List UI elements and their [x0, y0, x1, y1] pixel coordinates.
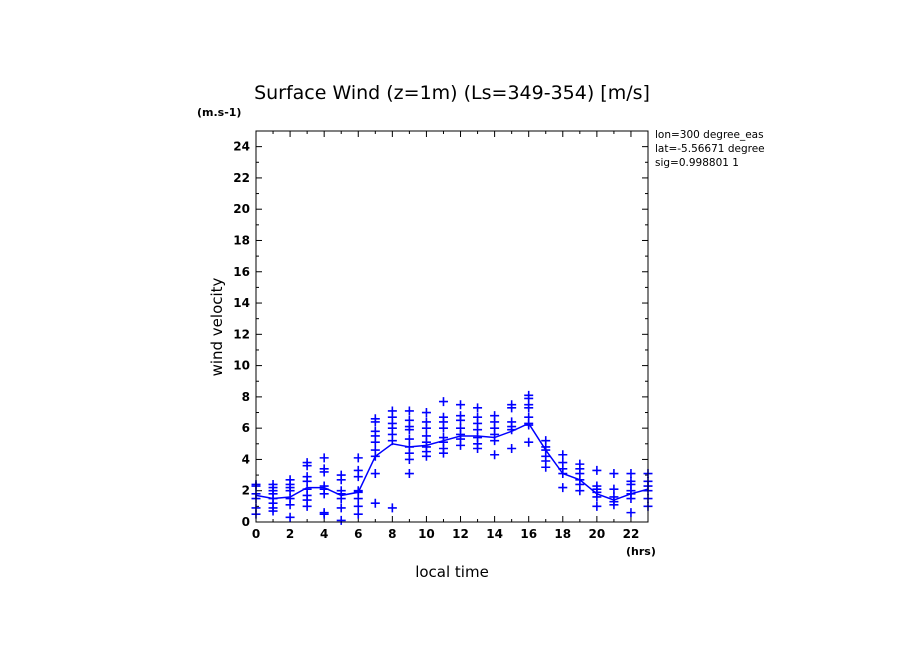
data-point — [456, 415, 466, 425]
y-tick-label: 16 — [233, 265, 250, 279]
y-unit-label: (m.s-1) — [197, 106, 241, 119]
data-point — [370, 437, 380, 447]
info-block: lon=300 degree_eas lat=-5.56671 degree s… — [655, 129, 765, 169]
data-point — [353, 509, 363, 519]
data-point — [473, 425, 483, 435]
info-clip-mask — [780, 125, 904, 175]
data-point — [558, 483, 568, 493]
x-tick-label: 14 — [486, 527, 503, 541]
data-point — [438, 397, 448, 407]
y-tick-label: 22 — [233, 171, 250, 185]
x-tick-label: 16 — [520, 527, 537, 541]
x-tick-label: 4 — [320, 527, 328, 541]
data-point — [592, 465, 602, 475]
data-point — [421, 423, 431, 433]
data-point — [575, 486, 585, 496]
data-point — [285, 486, 295, 496]
x-tick-label: 12 — [452, 527, 469, 541]
data-point — [285, 512, 295, 522]
x-tick-label: 20 — [589, 527, 606, 541]
y-tick-label: 20 — [233, 202, 250, 216]
data-point — [370, 417, 380, 427]
data-point — [302, 476, 312, 486]
data-point — [387, 503, 397, 513]
data-point — [404, 454, 414, 464]
data-point — [370, 469, 380, 479]
data-point — [404, 434, 414, 444]
data-point — [507, 403, 517, 413]
data-point — [438, 423, 448, 433]
data-point — [558, 450, 568, 460]
chart-title: Surface Wind (z=1m) (Ls=349-354) [m/s] — [254, 82, 650, 104]
data-point — [626, 494, 636, 504]
x-tick-label: 2 — [286, 527, 294, 541]
y-axis-title: wind velocity — [208, 277, 226, 376]
info-lon: lon=300 degree_eas — [655, 129, 764, 141]
y-tick-label: 6 — [242, 421, 250, 435]
y-tick-label: 8 — [242, 390, 250, 404]
data-point — [319, 453, 329, 463]
data-point — [268, 506, 278, 516]
info-lat: lat=-5.56671 degree — [655, 143, 765, 155]
data-point — [473, 403, 483, 413]
y-tick-label: 12 — [233, 327, 250, 341]
series-line — [255, 422, 649, 501]
y-tick-label: 10 — [233, 359, 250, 373]
data-point — [524, 403, 534, 413]
x-axis-title: local time — [415, 563, 489, 581]
data-point — [336, 515, 346, 525]
data-point — [404, 469, 414, 479]
plot-frame — [255, 130, 649, 523]
data-point — [353, 501, 363, 511]
data-point — [609, 500, 619, 510]
data-point — [507, 443, 517, 453]
data-point — [592, 501, 602, 511]
data-point — [456, 440, 466, 450]
data-point — [336, 503, 346, 513]
data-point — [490, 450, 500, 460]
data-point — [473, 443, 483, 453]
x-unit-label: (hrs) — [626, 545, 656, 558]
data-point — [404, 406, 414, 416]
data-point — [319, 467, 329, 477]
y-tick-label: 0 — [242, 515, 250, 529]
y-tick-label: 14 — [233, 296, 250, 310]
data-point — [319, 509, 329, 519]
data-point — [353, 494, 363, 504]
data-point — [353, 472, 363, 482]
data-point — [336, 475, 346, 485]
data-point — [438, 448, 448, 458]
data-point — [302, 501, 312, 511]
x-tick-label: 10 — [418, 527, 435, 541]
data-point — [609, 484, 619, 494]
x-tick-label: 22 — [623, 527, 640, 541]
data-point — [456, 400, 466, 410]
x-tick-label: 6 — [354, 527, 362, 541]
x-tick-label: 0 — [252, 527, 260, 541]
info-sig: sig=0.998801 1 — [655, 157, 739, 169]
data-point — [285, 500, 295, 510]
data-point — [404, 425, 414, 435]
y-tick-label: 2 — [242, 484, 250, 498]
x-tick-label: 8 — [388, 527, 396, 541]
data-point — [370, 498, 380, 508]
data-point — [524, 437, 534, 447]
data-point — [302, 461, 312, 471]
y-tick-label: 24 — [233, 140, 250, 154]
data-point — [541, 462, 551, 472]
y-tick-label: 4 — [242, 452, 250, 466]
data-point — [609, 469, 619, 479]
data-point — [626, 508, 636, 518]
data-point — [421, 408, 431, 418]
y-tick-label: 18 — [233, 233, 250, 247]
data-point — [353, 453, 363, 463]
data-point — [421, 451, 431, 461]
data-point — [626, 469, 636, 479]
data-point — [319, 489, 329, 499]
x-tick-label: 18 — [554, 527, 571, 541]
marks-layer — [251, 390, 653, 525]
